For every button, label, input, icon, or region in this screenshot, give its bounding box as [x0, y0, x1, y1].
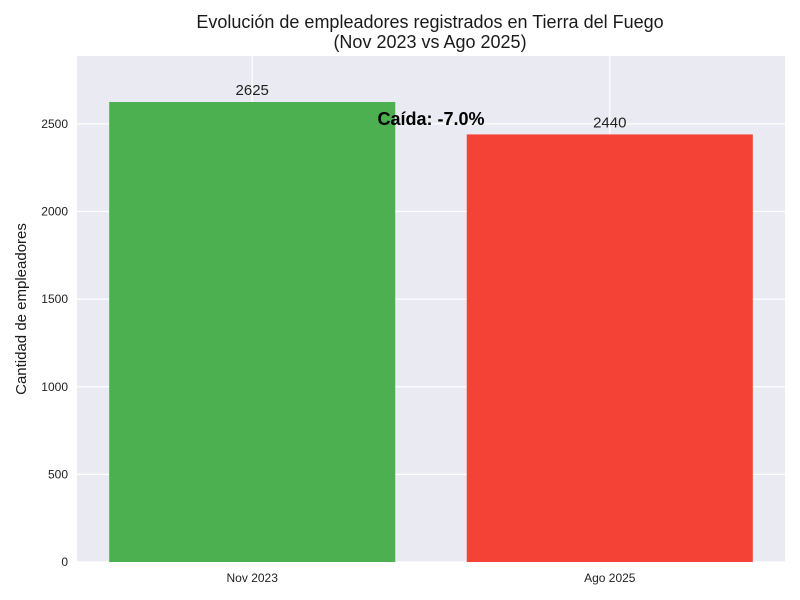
x-tick-label: Ago 2025: [584, 571, 636, 585]
x-tick-label: Nov 2023: [227, 571, 279, 585]
y-tick-label: 2500: [41, 117, 68, 131]
y-tick-label: 1500: [41, 292, 68, 306]
chart-title: Evolución de empleadores registrados en …: [196, 12, 663, 32]
value-labels: 2625 2440: [236, 82, 627, 131]
y-tick-label: 2000: [41, 205, 68, 219]
bars: [109, 102, 753, 562]
bar-ago-2025: [466, 134, 753, 562]
y-tick-label: 1000: [41, 380, 68, 394]
y-axis-label: Cantidad de empleadores: [13, 223, 30, 395]
tick-labels: 0 500 1000 1500 2000 2500 Nov 2023 Ago 2025: [41, 117, 636, 585]
bar-value-label: 2625: [236, 82, 269, 99]
bar-nov-2023: [109, 102, 396, 562]
y-tick-label: 0: [61, 555, 68, 569]
bar-value-label: 2440: [593, 114, 626, 131]
chart-subtitle: (Nov 2023 vs Ago 2025): [333, 32, 526, 52]
drop-annotation: Caída: -7.0%: [377, 109, 484, 129]
y-tick-label: 500: [48, 467, 68, 481]
